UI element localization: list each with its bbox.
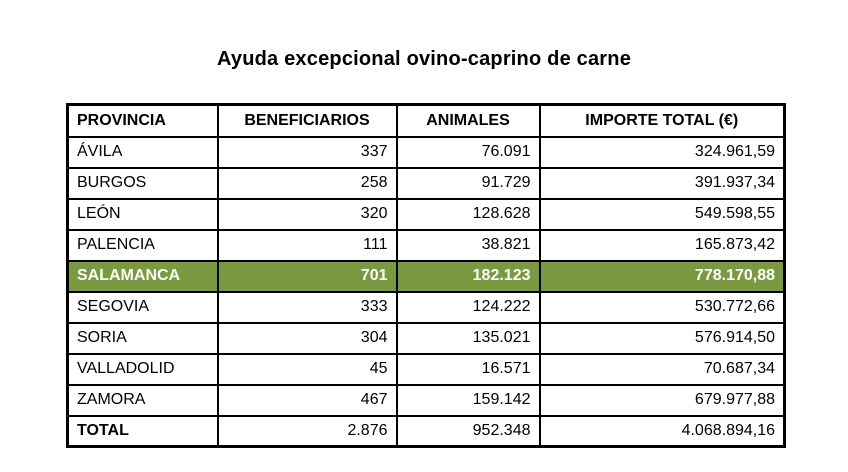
cell-beneficiarios: 467 — [216, 383, 398, 417]
cell-importe: 70.687,34 — [538, 352, 786, 386]
page-title: Ayuda excepcional ovino-caprino de carne — [216, 48, 632, 70]
cell-importe: 549.598,55 — [538, 197, 786, 231]
cell-beneficiarios: 258 — [216, 166, 398, 200]
table-row-segovia: SEGOVIA 333 124.222 530.772,66 — [66, 290, 786, 324]
cell-importe: 576.914,50 — [538, 321, 786, 355]
column-header-beneficiarios: BENEFICIARIOS — [216, 103, 398, 138]
cell-provincia: PALENCIA — [66, 228, 219, 262]
table-row-zamora: ZAMORA 467 159.142 679.977,88 — [66, 383, 786, 417]
table-row-palencia: PALENCIA 111 38.821 165.873,42 — [66, 228, 786, 262]
header-row: PROVINCIA BENEFICIARIOS ANIMALES IMPORTE… — [66, 103, 786, 138]
cell-importe: 165.873,42 — [538, 228, 786, 262]
cell-animales: 16.571 — [395, 352, 541, 386]
table-row-salamanca-highlighted: SALAMANCA 701 182.123 778.170,88 — [66, 259, 786, 293]
cell-importe: 679.977,88 — [538, 383, 786, 417]
cell-provincia: ZAMORA — [66, 383, 219, 417]
cell-importe: 324.961,59 — [538, 135, 786, 169]
cell-beneficiarios: 2.876 — [216, 414, 398, 448]
cell-beneficiarios: 337 — [216, 135, 398, 169]
cell-beneficiarios: 111 — [216, 228, 398, 262]
cell-provincia: SORIA — [66, 321, 219, 355]
column-header-provincia: PROVINCIA — [66, 103, 219, 138]
table-row-soria: SORIA 304 135.021 576.914,50 — [66, 321, 786, 355]
cell-importe: 4.068.894,16 — [538, 414, 786, 448]
cell-animales: 91.729 — [395, 166, 541, 200]
cell-beneficiarios: 45 — [216, 352, 398, 386]
table-row-burgos: BURGOS 258 91.729 391.937,34 — [66, 166, 786, 200]
cell-provincia: ÁVILA — [66, 135, 219, 169]
cell-provincia: BURGOS — [66, 166, 219, 200]
table-row-avila: ÁVILA 337 76.091 324.961,59 — [66, 135, 786, 169]
table-row-valladolid: VALLADOLID 45 16.571 70.687,34 — [66, 352, 786, 386]
aid-table: PROVINCIA BENEFICIARIOS ANIMALES IMPORTE… — [66, 103, 786, 448]
cell-animales: 76.091 — [395, 135, 541, 169]
cell-importe: 778.170,88 — [538, 259, 786, 293]
cell-provincia: TOTAL — [66, 414, 219, 448]
cell-animales: 182.123 — [395, 259, 541, 293]
cell-provincia: LEÓN — [66, 197, 219, 231]
column-header-importe-total: IMPORTE TOTAL (€) — [538, 103, 786, 138]
cell-importe: 530.772,66 — [538, 290, 786, 324]
cell-animales: 135.021 — [395, 321, 541, 355]
cell-provincia: VALLADOLID — [66, 352, 219, 386]
cell-provincia: SEGOVIA — [66, 290, 219, 324]
cell-animales: 38.821 — [395, 228, 541, 262]
column-header-animales: ANIMALES — [395, 103, 541, 138]
table-row-leon: LEÓN 320 128.628 549.598,55 — [66, 197, 786, 231]
cell-animales: 124.222 — [395, 290, 541, 324]
cell-beneficiarios: 701 — [216, 259, 398, 293]
cell-animales: 128.628 — [395, 197, 541, 231]
cell-beneficiarios: 320 — [216, 197, 398, 231]
cell-beneficiarios: 333 — [216, 290, 398, 324]
cell-animales: 159.142 — [395, 383, 541, 417]
cell-animales: 952.348 — [395, 414, 541, 448]
table-row-total: TOTAL 2.876 952.348 4.068.894,16 — [66, 414, 786, 448]
cell-importe: 391.937,34 — [538, 166, 786, 200]
cell-beneficiarios: 304 — [216, 321, 398, 355]
cell-provincia: SALAMANCA — [66, 259, 219, 293]
